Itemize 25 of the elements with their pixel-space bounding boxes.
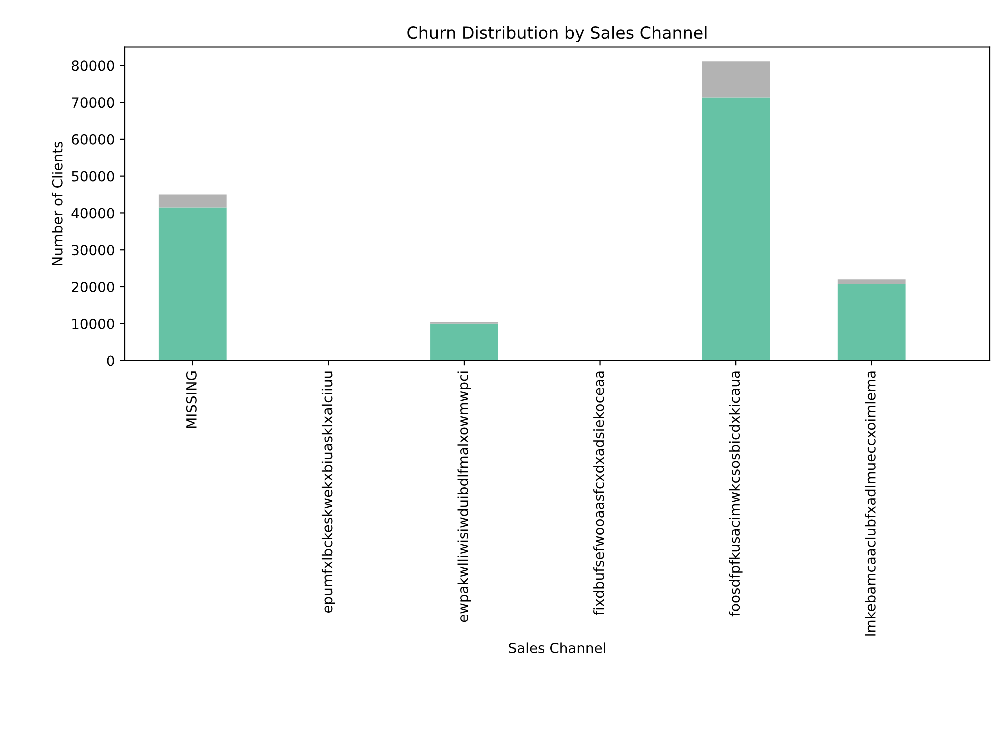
- x-axis-title: Sales Channel: [509, 642, 606, 654]
- bar: [158, 208, 227, 361]
- y-tick-label: 30000: [72, 245, 114, 256]
- y-tick-label: 50000: [72, 171, 114, 182]
- chart-title: Churn Distribution by Sales Channel: [408, 26, 707, 42]
- y-tick-label: 70000: [72, 98, 114, 108]
- bar: [158, 194, 227, 208]
- y-tick-label: 40000: [72, 208, 114, 219]
- bar: [838, 284, 906, 361]
- x-tick-label: MISSING: [186, 372, 197, 428]
- y-tick-label: 0: [107, 356, 114, 366]
- bar: [702, 98, 770, 361]
- bar: [838, 280, 906, 284]
- bar: [702, 62, 770, 98]
- y-tick-label: 20000: [72, 282, 114, 292]
- bar: [430, 324, 498, 361]
- y-tick-label: 80000: [72, 60, 114, 72]
- x-tick-label: ewpakwlliwisiwduibdlfmalxowmwpci: [458, 372, 472, 622]
- x-tick-label: fixdbufsefwooaasfcxdxadsiekoceaa: [594, 372, 604, 616]
- y-tick-label: 60000: [72, 134, 114, 145]
- x-tick-label: epumfxlbckeskwekxbiuasklxalciiuu: [322, 372, 336, 614]
- x-tick-label: lmkebamcaaclubfxadlmueccxoimlema: [865, 372, 876, 636]
- y-tick-label: 10000: [72, 318, 114, 330]
- y-axis-title: Number of Clients: [52, 142, 63, 266]
- x-tick-label: foosdfpfkusacimwkcsosbicdxkicaua: [729, 372, 743, 617]
